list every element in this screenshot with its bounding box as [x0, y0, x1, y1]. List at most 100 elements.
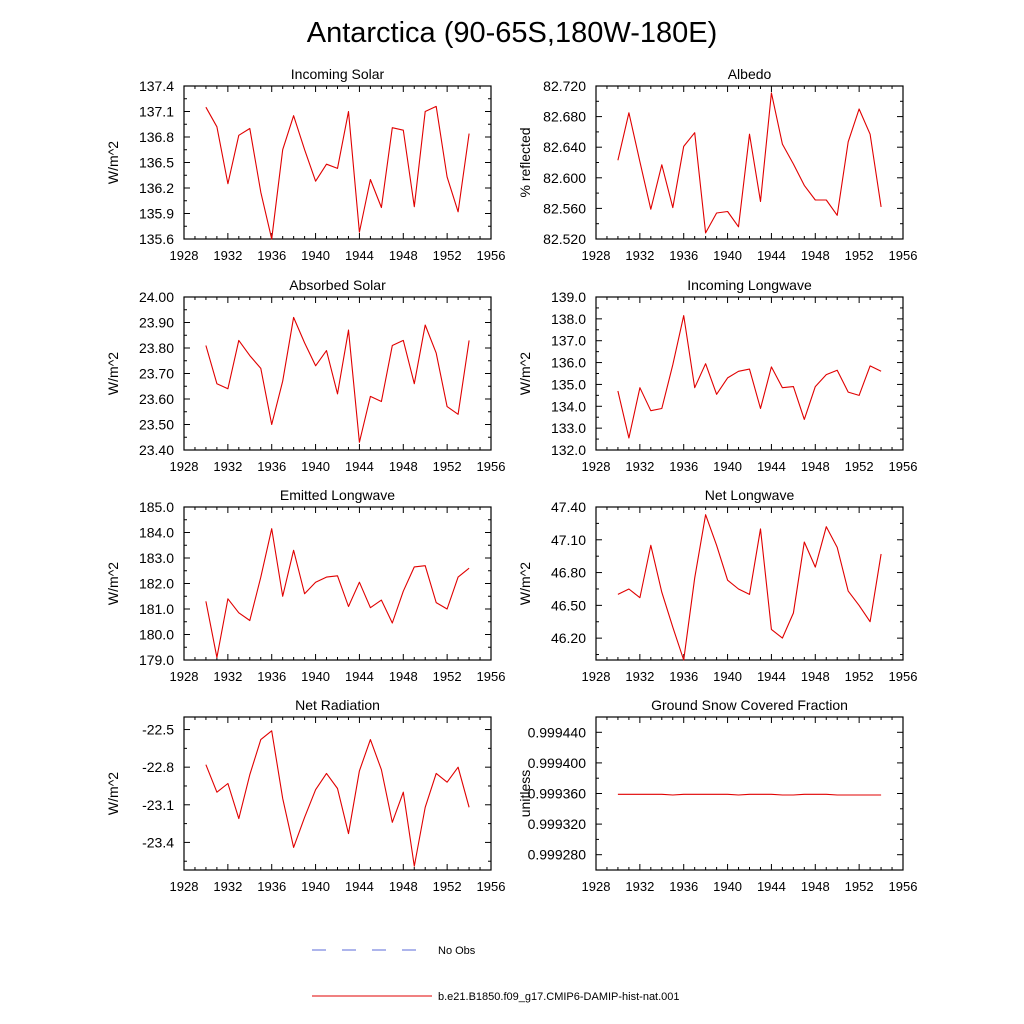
plot-frame — [183, 506, 492, 661]
plot-frame — [595, 506, 904, 661]
x-tick-label: 1948 — [389, 669, 418, 684]
series-line — [617, 315, 882, 439]
chart-panel: Ground Snow Covered Fraction unitless 1928… — [517, 697, 917, 894]
y-tick-label: 179.0 — [139, 652, 174, 668]
x-tick-label: 1940 — [713, 669, 742, 684]
x-tick-label: 1948 — [389, 459, 418, 474]
y-tick-label: 136.5 — [139, 155, 174, 171]
x-tick-label: 1932 — [213, 459, 242, 474]
x-tick-label: 1936 — [669, 669, 698, 684]
x-tick-label: 1952 — [433, 879, 462, 894]
x-tick-label: 1956 — [889, 879, 918, 894]
y-tick-label: 137.4 — [139, 78, 174, 94]
chart-panel: Albedo % reflected 1928 1932 1936 1940 1944 194… — [517, 66, 917, 263]
panel-title: Incoming Solar — [291, 66, 385, 82]
x-tick-label: 1956 — [477, 248, 506, 263]
y-tick-label: 82.520 — [543, 231, 586, 247]
x-tick-label: 1940 — [301, 879, 330, 894]
y-tick-label: 46.50 — [551, 597, 586, 613]
x-tick-label: 1940 — [713, 459, 742, 474]
y-tick-label: 134.0 — [551, 398, 586, 414]
x-tick-label: 1944 — [345, 669, 374, 684]
x-tick-label: 1940 — [301, 248, 330, 263]
x-tick-label: 1944 — [345, 879, 374, 894]
x-tick-label: 1936 — [257, 669, 286, 684]
x-tick-label: 1952 — [433, 669, 462, 684]
x-tick-label: 1952 — [845, 669, 874, 684]
y-tick-label: -23.1 — [142, 797, 174, 813]
x-tick-label: 1956 — [477, 459, 506, 474]
x-tick-label: 1936 — [257, 248, 286, 263]
chart-panel: Net Longwave W/m^2 1928 1932 1936 1940 1944 194… — [517, 487, 917, 684]
x-tick-label: 1944 — [757, 669, 786, 684]
x-tick-label: 1948 — [801, 879, 830, 894]
y-axis-label: W/m^2 — [517, 352, 533, 395]
figure-title: Antarctica (90-65S,180W-180E) — [307, 17, 718, 49]
chart-panel: Incoming Solar W/m^2 1928 1932 1936 1940 1944 1… — [105, 66, 505, 263]
plot-frame — [595, 296, 904, 451]
y-tick-label: 185.0 — [139, 499, 174, 515]
x-tick-label: 1932 — [625, 248, 654, 263]
plot-frame — [183, 716, 492, 871]
y-tick-label: 183.0 — [139, 550, 174, 566]
legend-label: No Obs — [438, 945, 476, 957]
y-tick-label: 47.10 — [551, 532, 586, 548]
x-tick-label: 1936 — [669, 879, 698, 894]
x-tick-label: 1944 — [345, 248, 374, 263]
x-tick-label: 1940 — [301, 459, 330, 474]
x-tick-label: 1948 — [801, 459, 830, 474]
y-tick-label: 138.0 — [551, 311, 586, 327]
x-tick-label: 1940 — [301, 669, 330, 684]
y-tick-label: 82.560 — [543, 200, 586, 216]
x-tick-label: 1944 — [757, 459, 786, 474]
series-line — [617, 514, 882, 661]
y-tick-label: 0.999360 — [528, 786, 587, 802]
legend-label: b.e21.B1850.f09_g17.CMIP6-DAMIP-hist-nat… — [438, 991, 680, 1003]
x-tick-label: 1936 — [257, 459, 286, 474]
y-tick-label: 82.680 — [543, 109, 586, 125]
y-axis-label: W/m^2 — [105, 352, 121, 395]
x-tick-label: 1944 — [757, 879, 786, 894]
y-tick-label: 23.40 — [139, 442, 174, 458]
y-tick-label: 23.70 — [139, 366, 174, 382]
panel-title: Net Radiation — [295, 697, 380, 713]
y-tick-label: 23.60 — [139, 391, 174, 407]
y-tick-label: 82.640 — [543, 139, 586, 155]
panel-title: Net Longwave — [705, 487, 795, 503]
panel-title: Albedo — [728, 66, 772, 82]
x-tick-label: 1928 — [582, 248, 611, 263]
y-tick-label: 23.80 — [139, 340, 174, 356]
x-tick-label: 1956 — [477, 879, 506, 894]
x-tick-label: 1928 — [170, 459, 199, 474]
y-tick-label: 137.1 — [139, 104, 174, 120]
x-tick-label: 1948 — [389, 879, 418, 894]
x-tick-label: 1940 — [713, 248, 742, 263]
y-tick-label: 82.720 — [543, 78, 586, 94]
y-tick-label: 24.00 — [139, 289, 174, 305]
y-axis-label: W/m^2 — [105, 562, 121, 605]
x-tick-label: 1936 — [257, 879, 286, 894]
legend: No Obs b.e21.B1850.f09_g17.CMIP6-DAMIP-hi… — [312, 945, 680, 1003]
x-tick-label: 1932 — [213, 248, 242, 263]
series-line — [205, 528, 470, 659]
y-tick-label: 137.0 — [551, 333, 586, 349]
y-tick-label: -23.4 — [142, 834, 174, 850]
panel-title: Emitted Longwave — [280, 487, 395, 503]
y-axis-label: W/m^2 — [105, 772, 121, 815]
x-tick-label: 1952 — [433, 459, 462, 474]
y-tick-label: 136.2 — [139, 180, 174, 196]
y-tick-label: 0.999320 — [528, 816, 587, 832]
series-line — [205, 105, 470, 240]
y-axis-label: % reflected — [517, 127, 533, 197]
x-tick-label: 1928 — [170, 669, 199, 684]
x-tick-label: 1944 — [345, 459, 374, 474]
x-tick-label: 1940 — [713, 879, 742, 894]
chart-panel: Incoming Longwave W/m^2 1928 1932 1936 1940 19… — [517, 277, 917, 474]
x-tick-label: 1932 — [213, 669, 242, 684]
x-tick-label: 1932 — [625, 459, 654, 474]
y-axis-label: W/m^2 — [517, 562, 533, 605]
y-tick-label: 23.50 — [139, 417, 174, 433]
y-tick-label: 0.999440 — [528, 724, 587, 740]
x-tick-label: 1932 — [625, 879, 654, 894]
